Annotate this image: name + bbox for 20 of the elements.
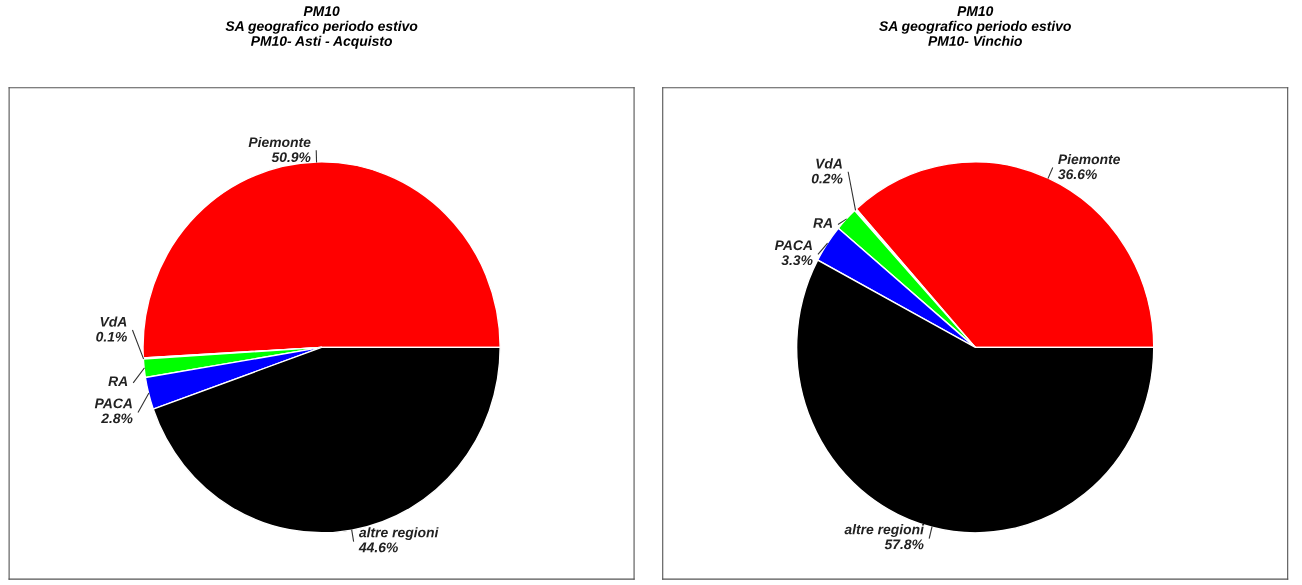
slice-label: RA xyxy=(108,376,128,386)
slice-label: altre regioni xyxy=(358,527,439,541)
data-label: 0.1% xyxy=(96,331,127,342)
data-label: 0.2% xyxy=(811,173,843,184)
slice-label: VdA xyxy=(100,316,127,327)
data-label: 36.6% xyxy=(1058,169,1097,180)
data-label: 44.6% xyxy=(358,542,398,553)
slice-label: RA xyxy=(813,218,833,228)
slice-label: VdA xyxy=(816,158,842,169)
slice-label: Piemonte xyxy=(1058,154,1121,165)
data-label: 50.9% xyxy=(271,152,311,163)
slice-label: PACA xyxy=(774,240,812,251)
slice-label: PACA xyxy=(94,398,132,409)
slice-label: altre regioni xyxy=(844,524,925,538)
data-label: 57.8% xyxy=(884,539,924,550)
chart-title: PM10 SA geografico periodo estivo PM10- Asti - Acquisto xyxy=(225,6,418,49)
slice-label: Piemonte xyxy=(248,136,311,148)
chart-title: PM10 SA geografico periodo estivo PM10- Vinchio xyxy=(879,6,1071,46)
data-label: 2.8% xyxy=(101,413,133,424)
data-label: 3.3% xyxy=(781,255,813,266)
